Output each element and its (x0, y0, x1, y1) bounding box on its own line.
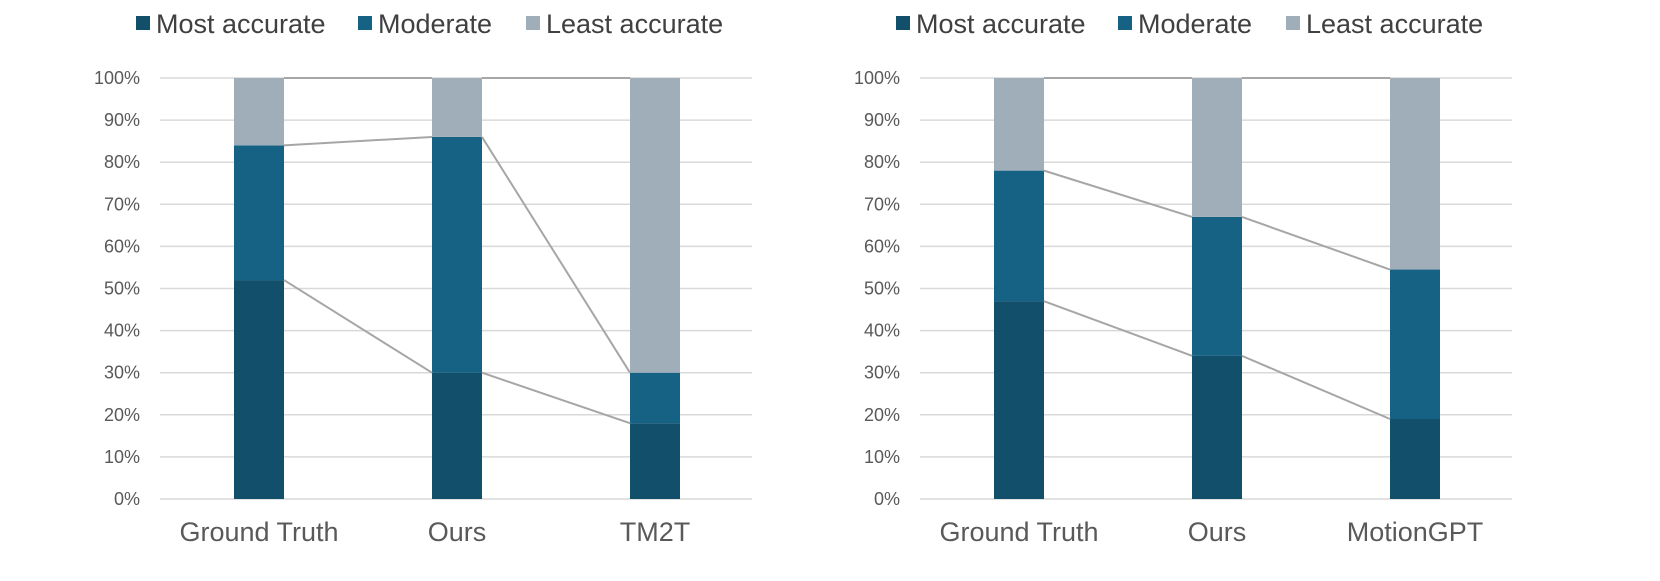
series-line-moderate (283, 135, 433, 147)
bar-least-1 (1192, 78, 1242, 217)
category-label: Ground Truth (939, 517, 1098, 547)
series-line-most (283, 279, 433, 374)
series-line-most (1043, 300, 1193, 357)
series-line-moderate (1043, 169, 1193, 218)
bar-most-2 (630, 423, 680, 499)
chart-right: 0% 10% 20% 30% 40% 50% 60% 70% 80% 90% 100% Ground … (760, 0, 1560, 581)
y-tick-label: 90% (864, 110, 900, 130)
legend-label-most: Most accurate (916, 9, 1086, 39)
bar-moderate-1 (1192, 216, 1242, 356)
y-tick-label: 40% (104, 321, 140, 341)
bar-least-0 (234, 78, 284, 146)
y-tick-label: 80% (864, 152, 900, 172)
chart-1-svg: 0% 10% 20% 30% 40% 50% 60% 70% 80% 90% 100% Ground … (854, 9, 1512, 547)
bar-moderate-1 (432, 136, 482, 373)
legend-label-most: Most accurate (156, 9, 326, 39)
bar-least-2 (1390, 78, 1440, 270)
y-tick-label: 50% (864, 279, 900, 299)
series-line-most (1241, 354, 1391, 420)
bar-least-2 (630, 78, 680, 373)
y-tick-label: 40% (864, 321, 900, 341)
legend-label-moderate: Moderate (378, 9, 492, 39)
category-label: Ours (1188, 517, 1247, 547)
y-tick-label: 60% (104, 236, 140, 256)
bar-most-1 (1192, 355, 1242, 499)
legend-swatch-moderate (1118, 16, 1132, 30)
bar-moderate-2 (1390, 269, 1440, 420)
y-tick-label: 30% (864, 363, 900, 383)
bar-moderate-0 (994, 170, 1044, 302)
bar-most-0 (234, 280, 284, 499)
y-tick-label: 0% (114, 489, 140, 509)
chart-left: 0% 10% 20% 30% 40% 50% 60% 70% 80% 90% 100% Ground … (0, 0, 800, 581)
y-tick-label: 100% (94, 68, 140, 88)
y-tick-label: 20% (864, 405, 900, 425)
bar-most-0 (994, 301, 1044, 499)
legend-swatch-most (896, 16, 910, 30)
bar-moderate-0 (234, 145, 284, 281)
legend-label-moderate: Moderate (1138, 9, 1252, 39)
y-tick-label: 70% (104, 194, 140, 214)
series-line-most (481, 371, 631, 425)
category-label: Ours (428, 517, 487, 547)
bar-most-2 (1390, 419, 1440, 499)
chart-0-svg: 0% 10% 20% 30% 40% 50% 60% 70% 80% 90% 100% Ground … (94, 9, 752, 547)
legend-swatch-most (136, 16, 150, 30)
legend-swatch-moderate (358, 16, 372, 30)
legend-label-least: Least accurate (546, 9, 723, 39)
y-tick-label: 20% (104, 405, 140, 425)
legend-label-least: Least accurate (1306, 9, 1483, 39)
y-tick-label: 80% (104, 152, 140, 172)
bar-moderate-2 (630, 372, 680, 424)
category-label: MotionGPT (1347, 517, 1484, 547)
bar-most-1 (432, 372, 482, 499)
bar-least-0 (994, 78, 1044, 171)
y-tick-label: 50% (104, 279, 140, 299)
category-label: Ground Truth (179, 517, 338, 547)
y-tick-label: 0% (874, 489, 900, 509)
y-tick-label: 90% (104, 110, 140, 130)
y-tick-label: 60% (864, 236, 900, 256)
y-tick-label: 10% (104, 447, 140, 467)
category-label: TM2T (620, 517, 691, 547)
series-line-moderate (481, 136, 631, 374)
y-tick-label: 30% (104, 363, 140, 383)
y-tick-label: 100% (854, 68, 900, 88)
y-tick-label: 10% (864, 447, 900, 467)
legend-swatch-least (1286, 16, 1300, 30)
series-line-moderate (1241, 215, 1391, 271)
bar-least-1 (432, 78, 482, 137)
y-tick-label: 70% (864, 194, 900, 214)
legend-swatch-least (526, 16, 540, 30)
